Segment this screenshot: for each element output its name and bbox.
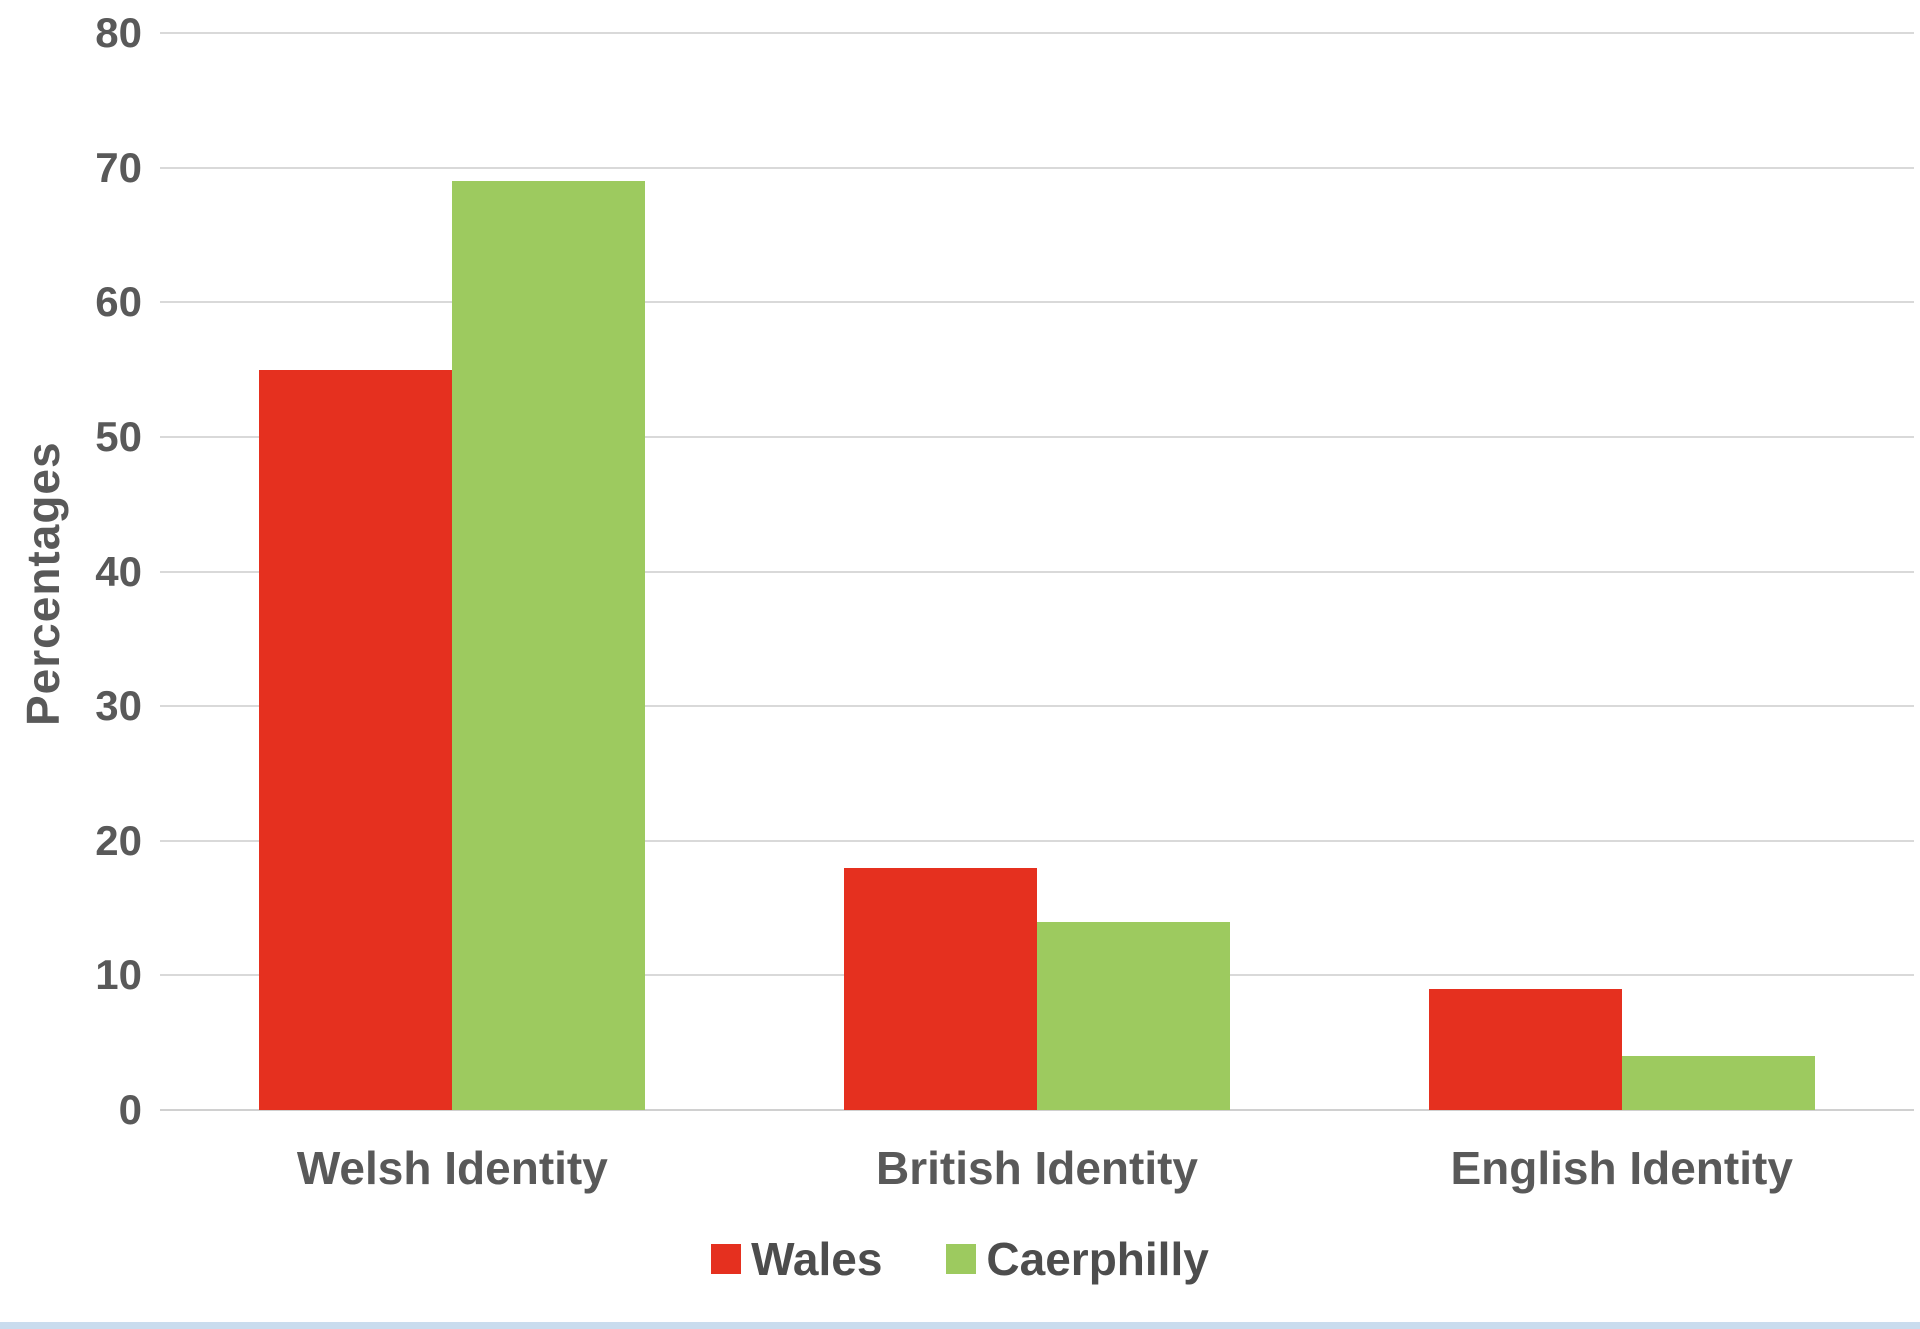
y-tick-label: 20	[95, 816, 142, 864]
plot-area	[160, 32, 1914, 1111]
gridline	[160, 839, 1914, 842]
bar-caerphilly-british-identity	[1037, 921, 1230, 1110]
legend-swatch-icon	[946, 1244, 977, 1274]
bar-group-welsh-identity	[160, 33, 745, 1110]
bar-group-english-identity	[1329, 33, 1914, 1110]
bottom-border-line	[0, 1322, 1920, 1329]
legend-swatch-icon	[711, 1244, 742, 1274]
legend-item-wales: Wales	[711, 1236, 882, 1282]
legend-label: Caerphilly	[986, 1233, 1209, 1285]
bar-caerphilly-english-identity	[1621, 1056, 1815, 1110]
bar-group-british-identity	[745, 33, 1330, 1110]
gridline	[160, 705, 1914, 708]
bar-wales-welsh-identity	[259, 369, 453, 1110]
legend-label: Wales	[751, 1233, 883, 1285]
bar-wales-english-identity	[1428, 988, 1622, 1110]
x-axis-labels: Welsh Identity British Identity English Id…	[160, 1135, 1914, 1201]
bar-caerphilly-welsh-identity	[452, 181, 646, 1110]
y-tick-label: 30	[95, 682, 142, 730]
bar-groups	[160, 33, 1914, 1110]
legend: Wales Caerphilly	[0, 1227, 1920, 1291]
y-tick-label: 50	[95, 412, 142, 460]
gridline	[160, 570, 1914, 573]
gridline	[160, 166, 1914, 169]
bar-wales-british-identity	[844, 867, 1037, 1110]
y-tick-label: 40	[95, 547, 142, 595]
y-tick-label: 80	[95, 9, 142, 56]
y-tick-label: 0	[118, 1086, 142, 1133]
gridline	[160, 32, 1914, 34]
legend-item-caerphilly: Caerphilly	[946, 1233, 1209, 1285]
y-tick-label: 60	[95, 278, 142, 326]
x-tick-label-english-identity: English Identity	[1450, 1142, 1793, 1194]
y-axis-ticks: 0 10 20 30 40 50 60 70 80	[40, 12, 150, 1131]
gridline	[160, 301, 1914, 304]
gridline	[160, 435, 1914, 438]
gridline	[160, 1109, 1914, 1111]
x-tick-label-british-identity: British Identity	[875, 1142, 1199, 1194]
y-tick-label: 70	[95, 143, 142, 191]
x-tick-label-welsh-identity: Welsh Identity	[296, 1142, 608, 1194]
y-tick-label: 10	[95, 951, 142, 999]
